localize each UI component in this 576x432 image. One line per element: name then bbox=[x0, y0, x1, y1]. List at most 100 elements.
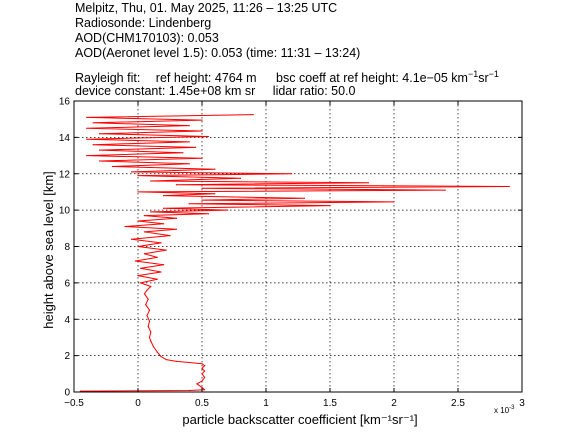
title-line-radiosonde: Radiosonde: Lindenberg bbox=[75, 16, 212, 30]
series-point bbox=[148, 320, 151, 322]
x-tick-label: 3 bbox=[519, 398, 525, 409]
series-point bbox=[165, 249, 167, 251]
series-point bbox=[291, 173, 293, 175]
series-point bbox=[160, 355, 162, 358]
series-point bbox=[188, 125, 190, 127]
x-scale-note: x 10-3 bbox=[494, 405, 515, 415]
series-point bbox=[329, 205, 331, 207]
series-point bbox=[201, 380, 203, 382]
series-point bbox=[146, 289, 148, 291]
x-tick-label: 0 bbox=[135, 398, 141, 409]
series-point bbox=[175, 217, 177, 219]
series-point bbox=[140, 282, 142, 284]
series-point bbox=[92, 144, 94, 146]
series-point bbox=[508, 185, 510, 188]
series-point bbox=[227, 209, 229, 211]
bsc-coeff-exp2: −1 bbox=[488, 69, 499, 79]
series-point bbox=[196, 383, 198, 385]
rayleigh-fit-line: Rayleigh fit: ref height: 4764 m bsc coe… bbox=[75, 67, 499, 86]
series-point bbox=[86, 138, 88, 140]
series-point bbox=[143, 293, 145, 295]
series-point bbox=[201, 373, 203, 375]
series-point bbox=[201, 119, 203, 121]
y-tick-label: 10 bbox=[59, 206, 71, 217]
series-point bbox=[214, 168, 216, 170]
series-point bbox=[188, 361, 190, 364]
x-tick-label: 1.5 bbox=[323, 398, 337, 409]
y-tick-label: 16 bbox=[59, 97, 71, 108]
series-point bbox=[137, 245, 139, 248]
series-point bbox=[201, 386, 203, 389]
y-tick-label: 12 bbox=[59, 169, 71, 180]
x-tick-label: 2 bbox=[391, 398, 397, 409]
bsc-coeff-prefix: bsc coeff at ref height: 4.1e−05 km bbox=[276, 71, 468, 86]
series-point bbox=[252, 114, 254, 116]
x-scale-base: x 10 bbox=[494, 406, 510, 415]
series-point bbox=[204, 376, 206, 378]
series-point bbox=[131, 171, 133, 173]
series-point bbox=[143, 253, 145, 255]
y-tick-label: 6 bbox=[64, 278, 70, 289]
series-point bbox=[444, 189, 446, 191]
series-point bbox=[156, 351, 158, 353]
series-point bbox=[143, 215, 145, 217]
series-point bbox=[156, 256, 158, 258]
y-tick-label: 0 bbox=[64, 388, 70, 399]
series-point bbox=[86, 116, 88, 118]
series-point bbox=[86, 155, 88, 157]
series-point bbox=[137, 191, 139, 193]
x-scale-exponent: -3 bbox=[509, 405, 515, 411]
y-tick-label: 8 bbox=[64, 242, 70, 253]
series-point bbox=[150, 285, 152, 288]
series-point bbox=[188, 389, 190, 392]
y-tick-label: 2 bbox=[64, 351, 70, 362]
title-line-aod-aeronet: AOD(Aeronet level 1.5): 0.053 (time: 11:… bbox=[75, 46, 361, 60]
series-layer bbox=[79, 114, 510, 392]
ref-height-text: ref height: 4764 m bbox=[155, 71, 257, 86]
series-point bbox=[79, 390, 81, 392]
series-point bbox=[163, 223, 165, 225]
series-point bbox=[150, 180, 152, 182]
series-point bbox=[188, 163, 190, 165]
x-tick-label: −0.5 bbox=[64, 398, 84, 409]
x-axis-label: particle backscatter coefficient [km⁻¹sr… bbox=[182, 412, 417, 427]
series-point bbox=[134, 260, 136, 262]
series-point bbox=[175, 228, 177, 230]
series-point bbox=[201, 199, 203, 201]
bsc-coeff-exp1: −1 bbox=[467, 69, 479, 79]
series-point bbox=[201, 367, 203, 369]
series-point bbox=[99, 160, 101, 162]
x-tick-label: 0.5 bbox=[195, 398, 209, 409]
series-point bbox=[207, 213, 209, 215]
series-point bbox=[156, 278, 158, 280]
series-point bbox=[99, 149, 101, 151]
series-point bbox=[147, 298, 149, 300]
series-point bbox=[160, 271, 162, 273]
series-point bbox=[152, 345, 154, 348]
series-point bbox=[367, 182, 369, 184]
series-point bbox=[393, 201, 395, 203]
series-point bbox=[150, 211, 152, 213]
series-point bbox=[204, 365, 206, 367]
series-point bbox=[163, 207, 165, 209]
series-point bbox=[131, 238, 133, 240]
lidar-ratio-text: lidar ratio: 50.0 bbox=[272, 84, 356, 98]
series-point bbox=[148, 336, 151, 338]
x-tick-label: 2.5 bbox=[451, 398, 465, 409]
series-point bbox=[143, 231, 145, 233]
y-axis-label: height above sea level [km] bbox=[41, 171, 56, 329]
series-point bbox=[165, 359, 167, 361]
series-point bbox=[137, 220, 139, 222]
series-point bbox=[201, 157, 203, 159]
series-point bbox=[239, 177, 241, 179]
series-point bbox=[214, 193, 216, 195]
series-point bbox=[111, 165, 113, 168]
series-point bbox=[160, 242, 162, 244]
series-point bbox=[182, 152, 184, 154]
y-tick-label: 4 bbox=[64, 315, 70, 326]
y-tick-label: 14 bbox=[59, 133, 71, 144]
series-point bbox=[99, 133, 101, 135]
series-point bbox=[124, 225, 126, 228]
